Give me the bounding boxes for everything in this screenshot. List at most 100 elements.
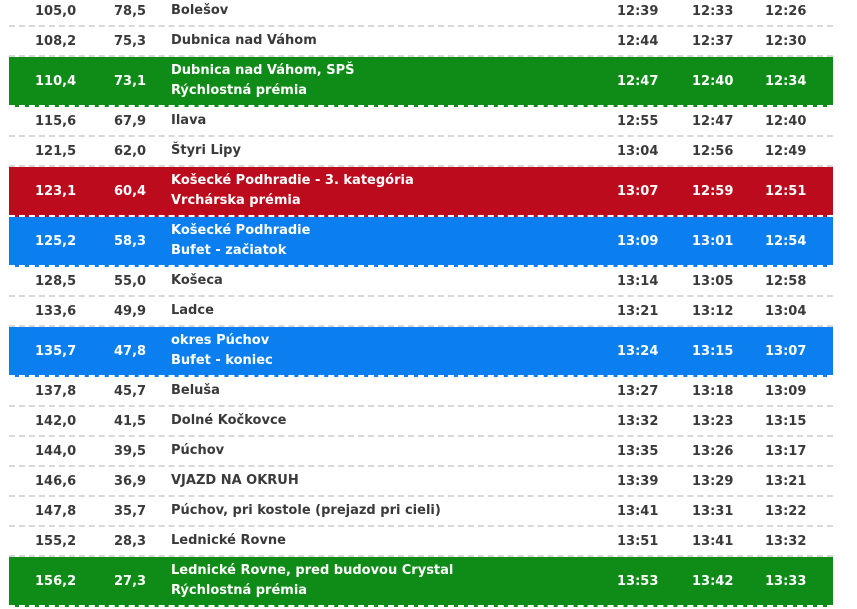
time-fast: 12:55 (617, 113, 659, 129)
table-row-sprint: 110,4 73,1 Dubnica nad Váhom, SPŠ Rýchlo… (9, 57, 833, 107)
km-done: 125,2 (35, 233, 77, 249)
time-fast: 13:39 (617, 473, 659, 489)
place-name: Beluša (171, 377, 611, 405)
km-left: 49,9 (114, 303, 147, 319)
km-left: 27,3 (114, 573, 147, 589)
table-row: 137,8 45,7 Beluša 13:27 13:18 13:09 (9, 377, 833, 407)
table-row-sprint: 156,2 27,3 Lednické Rovne, pred budovou … (9, 557, 833, 607)
place-label: VJAZD NA OKRUH (171, 473, 299, 488)
time-slow: 13:17 (765, 443, 807, 459)
time-fast: 13:21 (617, 303, 659, 319)
time-medium: 12:37 (692, 33, 734, 49)
time-fast: 12:44 (617, 33, 659, 49)
time-medium: 13:18 (692, 383, 734, 399)
place-label: Košecké Podhradie - 3. kategória (171, 173, 414, 188)
table-row: 133,6 49,9 Ladce 13:21 13:12 13:04 (9, 297, 833, 327)
time-fast: 13:51 (617, 533, 659, 549)
time-medium: 12:33 (692, 3, 734, 19)
km-left: 60,4 (114, 183, 147, 199)
km-done: 108,2 (35, 33, 77, 49)
time-slow: 13:09 (765, 383, 807, 399)
place-label: Košeca (171, 273, 223, 288)
time-medium: 13:15 (692, 343, 734, 359)
place-label: Štyri Lipy (171, 143, 241, 158)
time-fast: 13:41 (617, 503, 659, 519)
table-row: 146,6 36,9 VJAZD NA OKRUH 13:39 13:29 13… (9, 467, 833, 497)
km-left: 55,0 (114, 273, 147, 289)
time-fast: 13:04 (617, 143, 659, 159)
km-done: 156,2 (35, 573, 77, 589)
km-done: 142,0 (35, 413, 77, 429)
table-row: 108,2 75,3 Dubnica nad Váhom 12:44 12:37… (9, 27, 833, 57)
table-row: 121,5 62,0 Štyri Lipy 13:04 12:56 12:49 (9, 137, 833, 167)
place-name: okres Púchov Bufet - koniec (171, 327, 611, 375)
table-row: 147,8 35,7 Púchov, pri kostole (prejazd … (9, 497, 833, 527)
time-fast: 12:39 (617, 3, 659, 19)
place-label: Dubnica nad Váhom (171, 33, 317, 48)
time-slow: 12:30 (765, 33, 807, 49)
time-slow: 13:32 (765, 533, 807, 549)
table-row: 115,6 67,9 Ilava 12:55 12:47 12:40 (9, 107, 833, 137)
km-left: 28,3 (114, 533, 147, 549)
place-label: Púchov, pri kostole (prejazd pri cieli) (171, 503, 441, 518)
time-medium: 13:23 (692, 413, 734, 429)
place-label: Lednické Rovne, pred budovou Crystal (171, 563, 454, 578)
place-label: Púchov (171, 443, 225, 458)
place-name: VJAZD NA OKRUH (171, 467, 611, 495)
km-left: 35,7 (114, 503, 147, 519)
time-fast: 13:27 (617, 383, 659, 399)
time-slow: 12:51 (765, 183, 807, 199)
place-name: Púchov (171, 437, 611, 465)
km-left: 45,7 (114, 383, 147, 399)
km-left: 75,3 (114, 33, 147, 49)
place-name: Košecké Podhradie - 3. kategória Vrchárs… (171, 167, 611, 215)
place-note: Rýchlostná prémia (171, 83, 308, 98)
km-done: 147,8 (35, 503, 77, 519)
place-label: okres Púchov (171, 333, 270, 348)
place-name: Košeca (171, 267, 611, 295)
table-row-feed: 135,7 47,8 okres Púchov Bufet - koniec 1… (9, 327, 833, 377)
table-row: 128,5 55,0 Košeca 13:14 13:05 12:58 (9, 267, 833, 297)
table-row: 155,2 28,3 Lednické Rovne 13:51 13:41 13… (9, 527, 833, 557)
km-left: 39,5 (114, 443, 147, 459)
km-done: 144,0 (35, 443, 77, 459)
place-label: Košecké Podhradie (171, 223, 311, 238)
km-done: 105,0 (35, 3, 77, 19)
time-medium: 13:05 (692, 273, 734, 289)
km-done: 123,1 (35, 183, 77, 199)
place-name: Púchov, pri kostole (prejazd pri cieli) (171, 497, 611, 525)
place-name: Ladce (171, 297, 611, 325)
time-slow: 12:54 (765, 233, 807, 249)
time-slow: 13:07 (765, 343, 807, 359)
time-fast: 13:07 (617, 183, 659, 199)
time-slow: 13:15 (765, 413, 807, 429)
time-medium: 13:12 (692, 303, 734, 319)
time-fast: 13:14 (617, 273, 659, 289)
time-slow: 12:58 (765, 273, 807, 289)
km-done: 137,8 (35, 383, 77, 399)
time-fast: 13:35 (617, 443, 659, 459)
time-medium: 13:01 (692, 233, 734, 249)
place-name: Dubnica nad Váhom (171, 27, 611, 55)
km-left: 78,5 (114, 3, 147, 19)
place-note: Rýchlostná prémia (171, 583, 308, 598)
km-left: 73,1 (114, 73, 147, 89)
place-name: Košecké Podhradie Bufet - začiatok (171, 217, 611, 265)
km-done: 155,2 (35, 533, 77, 549)
km-left: 58,3 (114, 233, 147, 249)
time-medium: 13:26 (692, 443, 734, 459)
time-fast: 13:09 (617, 233, 659, 249)
km-left: 62,0 (114, 143, 147, 159)
time-slow: 12:34 (765, 73, 807, 89)
time-slow: 13:22 (765, 503, 807, 519)
route-timetable: 105,0 78,5 Bolešov 12:39 12:33 12:26 108… (9, 0, 833, 607)
place-label: Ilava (171, 113, 207, 128)
km-left: 41,5 (114, 413, 147, 429)
km-left: 47,8 (114, 343, 147, 359)
time-fast: 13:32 (617, 413, 659, 429)
time-medium: 12:40 (692, 73, 734, 89)
time-fast: 13:24 (617, 343, 659, 359)
table-row: 144,0 39,5 Púchov 13:35 13:26 13:17 (9, 437, 833, 467)
place-label: Dubnica nad Váhom, SPŠ (171, 63, 355, 78)
time-medium: 13:31 (692, 503, 734, 519)
